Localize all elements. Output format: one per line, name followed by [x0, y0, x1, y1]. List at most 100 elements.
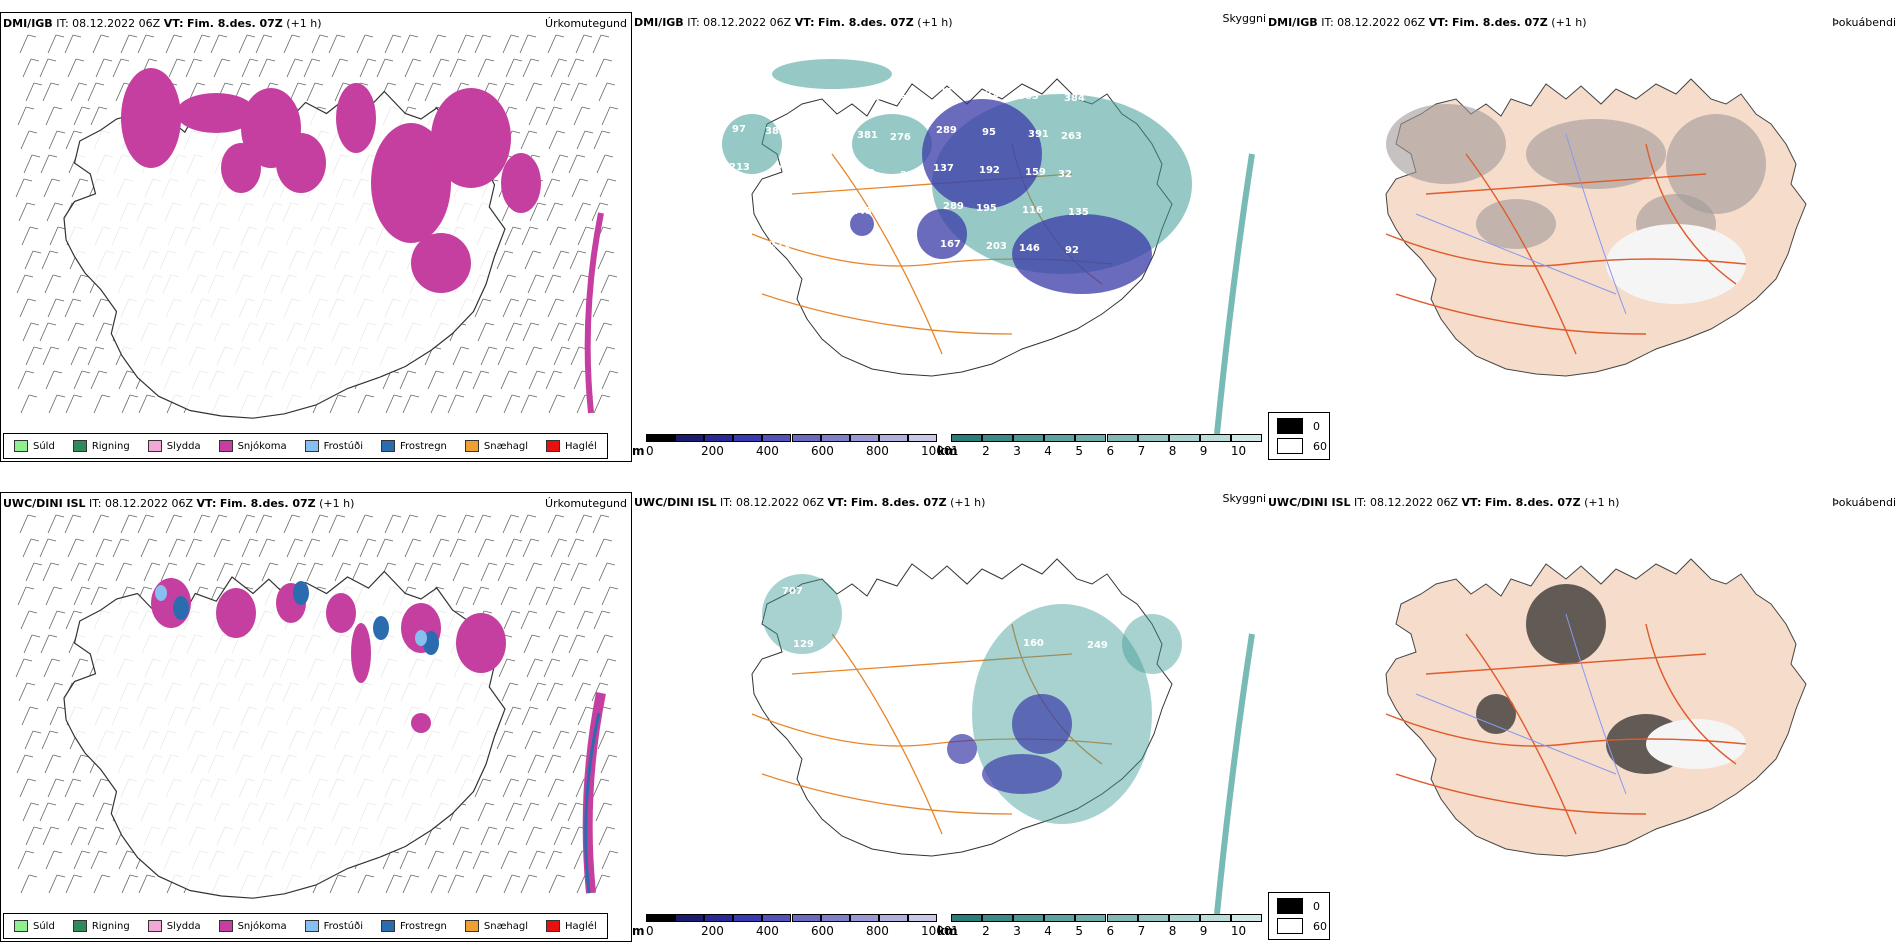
wind-barb	[497, 82, 507, 102]
wind-barb	[98, 370, 108, 374]
wind-barb	[387, 562, 397, 566]
legend-label: Snjókoma	[237, 440, 287, 452]
freezing-rain-area	[373, 616, 389, 640]
scale-tick-label: 800	[866, 444, 889, 458]
scale-segment	[982, 914, 1014, 922]
wind-barb	[488, 82, 498, 86]
wind-barb	[90, 850, 100, 870]
wind-barb	[291, 514, 301, 518]
wind-barb	[185, 58, 195, 78]
wind-barb	[553, 850, 563, 854]
wind-barb	[548, 874, 558, 894]
wind-barb	[576, 154, 586, 158]
cloud-base-label: 107	[722, 86, 743, 97]
wind-barb	[483, 610, 493, 614]
wind-barb	[289, 82, 299, 102]
scale-segment	[1168, 914, 1200, 922]
wind-barb	[224, 562, 234, 566]
wind-barb	[18, 682, 28, 702]
wind-barb	[508, 106, 518, 110]
wind-barb	[409, 34, 419, 38]
wind-barb	[548, 130, 558, 150]
wind-barb	[50, 562, 60, 566]
scale-tick-label: 9	[1199, 444, 1208, 458]
wind-barb	[595, 322, 605, 342]
wind-barb	[530, 322, 540, 326]
wind-barb	[46, 682, 56, 702]
wind-barb	[137, 514, 147, 534]
wind-barb	[31, 634, 41, 638]
wind-barb	[424, 82, 434, 102]
wind-barb	[581, 106, 591, 110]
scale-tick-label: 1	[951, 924, 959, 938]
wind-barb	[263, 514, 273, 518]
legend-item-snæhagl: Snæhagl	[464, 440, 528, 452]
snow-area	[336, 83, 376, 153]
wind-barb	[511, 130, 521, 134]
fog-map	[1385, 558, 1807, 857]
wind-barb	[52, 274, 62, 278]
wind-barb	[112, 538, 122, 558]
wind-barb	[546, 682, 556, 702]
wind-barb	[393, 874, 403, 878]
wind-barb	[25, 82, 35, 102]
wind-barb	[472, 850, 482, 870]
wind-barb	[98, 586, 108, 590]
wind-barb	[545, 106, 555, 126]
wind-barb	[98, 850, 108, 854]
wind-barb	[92, 34, 102, 54]
wind-barb	[28, 874, 38, 878]
scale-tick-label: 10	[1230, 444, 1247, 458]
wind-barb	[432, 562, 442, 566]
wind-barb	[23, 154, 33, 174]
snow-area	[351, 623, 371, 683]
wind-barb	[597, 250, 607, 270]
legend-swatch	[304, 440, 319, 452]
legend-swatch	[72, 920, 87, 932]
wind-barb	[286, 58, 296, 78]
wind-barb	[485, 538, 495, 542]
wind-barb	[536, 106, 546, 110]
scale-segment	[704, 434, 734, 442]
cloudbase-scale: m 0 200 400 600 800 1000	[632, 434, 952, 462]
wind-barb	[508, 850, 518, 854]
wind-barb	[505, 82, 515, 86]
wind-barb	[193, 514, 203, 534]
wind-barb	[41, 730, 51, 750]
wind-barb	[92, 514, 102, 534]
wind-barb	[457, 34, 467, 54]
wind-barb	[92, 778, 102, 798]
wind-barb	[73, 106, 83, 126]
wind-barb	[43, 178, 53, 198]
wind-barb	[221, 58, 231, 62]
wind-barb	[402, 394, 412, 414]
scale-segment	[820, 914, 850, 922]
cloud-base-label: 227	[985, 89, 1006, 100]
wind-barb	[22, 802, 32, 822]
snow-area	[221, 143, 261, 193]
wind-barb	[477, 58, 487, 78]
snow-area	[326, 593, 356, 633]
scale-unit: km	[937, 444, 958, 458]
wind-barb	[32, 250, 42, 254]
wind-barb	[552, 274, 562, 278]
wind-barb	[407, 562, 417, 582]
wind-barb	[95, 346, 105, 350]
wind-barb	[525, 826, 535, 846]
wind-barb	[474, 298, 484, 318]
wind-barb	[475, 874, 485, 894]
wind-barb	[557, 706, 567, 710]
wind-barb	[581, 586, 591, 590]
scale-tick-label: 8	[1168, 444, 1177, 458]
scale-segment	[1230, 914, 1262, 922]
panel-header: DMI/IGB IT: 08.12.2022 06Z VT: Fim. 8.de…	[3, 17, 322, 30]
wind-barb	[241, 562, 251, 566]
model-name: UWC/DINI ISL	[3, 497, 86, 510]
legend-swatch	[464, 440, 479, 452]
wind-barb	[455, 370, 465, 390]
cloud-base-label: 250	[900, 170, 921, 181]
wind-barb	[168, 562, 178, 566]
wind-barb	[399, 850, 409, 870]
wind-barb	[507, 274, 517, 278]
wind-barb	[497, 826, 507, 846]
